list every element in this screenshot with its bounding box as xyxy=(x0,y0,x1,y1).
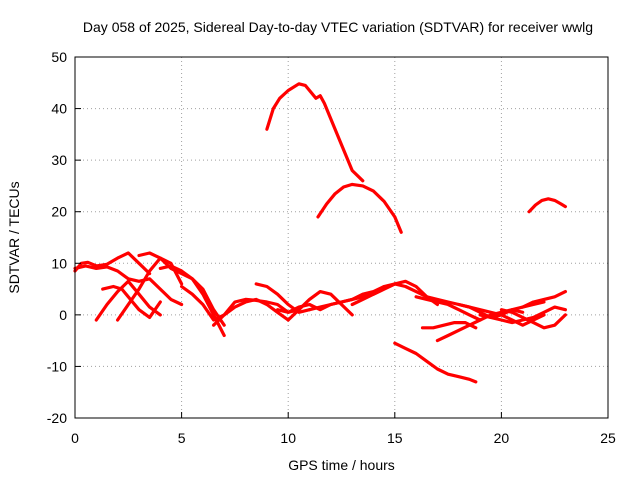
series-line-arc-10 xyxy=(137,251,226,338)
y-tick-label: 10 xyxy=(51,255,67,271)
series-line-arc-3 xyxy=(527,197,568,214)
y-tick-label: -20 xyxy=(47,410,67,426)
y-tick-label: 40 xyxy=(51,101,67,117)
series-line-arc-4 xyxy=(393,341,478,384)
series-line-arc-16 xyxy=(286,290,354,322)
chart-title: Day 058 of 2025, Sidereal Day-to-day VTE… xyxy=(83,19,593,35)
y-tick-label: 30 xyxy=(51,152,67,168)
series-line-arc-24 xyxy=(478,305,568,325)
plot-frame xyxy=(74,56,609,419)
series-line-arc-21 xyxy=(420,321,478,330)
x-tick-label: 5 xyxy=(178,430,186,446)
x-axis: 0 5 10 15 20 25 xyxy=(71,412,616,446)
series-line-arc-20 xyxy=(414,295,482,322)
series-line-arc-13 xyxy=(212,297,290,327)
series-line-arc-14 xyxy=(254,282,312,314)
y-tick-label: 0 xyxy=(59,307,67,323)
x-tick-label: 25 xyxy=(600,430,616,446)
x-tick-label: 15 xyxy=(387,430,403,446)
gridlines xyxy=(75,57,608,418)
series-line-arc-11 xyxy=(158,264,226,327)
series-line-arc-6 xyxy=(73,264,184,307)
x-tick-label: 0 xyxy=(71,430,79,446)
x-axis-label: GPS time / hours xyxy=(288,457,395,473)
series-line-arc-9 xyxy=(115,256,184,322)
series-line-arc-17 xyxy=(307,282,397,312)
x-tick-label: 20 xyxy=(494,430,510,446)
series-line-arc-25 xyxy=(499,308,568,330)
series-line-arc-7 xyxy=(94,279,162,322)
x-tick-label: 10 xyxy=(280,430,296,446)
y-tick-label: -10 xyxy=(47,358,67,374)
y-axis: -20 -10 0 10 20 30 40 50 xyxy=(47,49,81,426)
series-line-arc-1 xyxy=(265,82,365,183)
y-tick-label: 20 xyxy=(51,204,67,220)
series-layer xyxy=(73,82,568,384)
y-tick-label: 50 xyxy=(51,49,67,65)
series-line-arc-26 xyxy=(521,290,568,309)
series-line-arc-2 xyxy=(316,182,403,234)
series-line-arc-12 xyxy=(180,284,301,322)
y-axis-label: SDTVAR / TECUs xyxy=(6,181,22,293)
series-line-arc-5 xyxy=(73,251,152,276)
